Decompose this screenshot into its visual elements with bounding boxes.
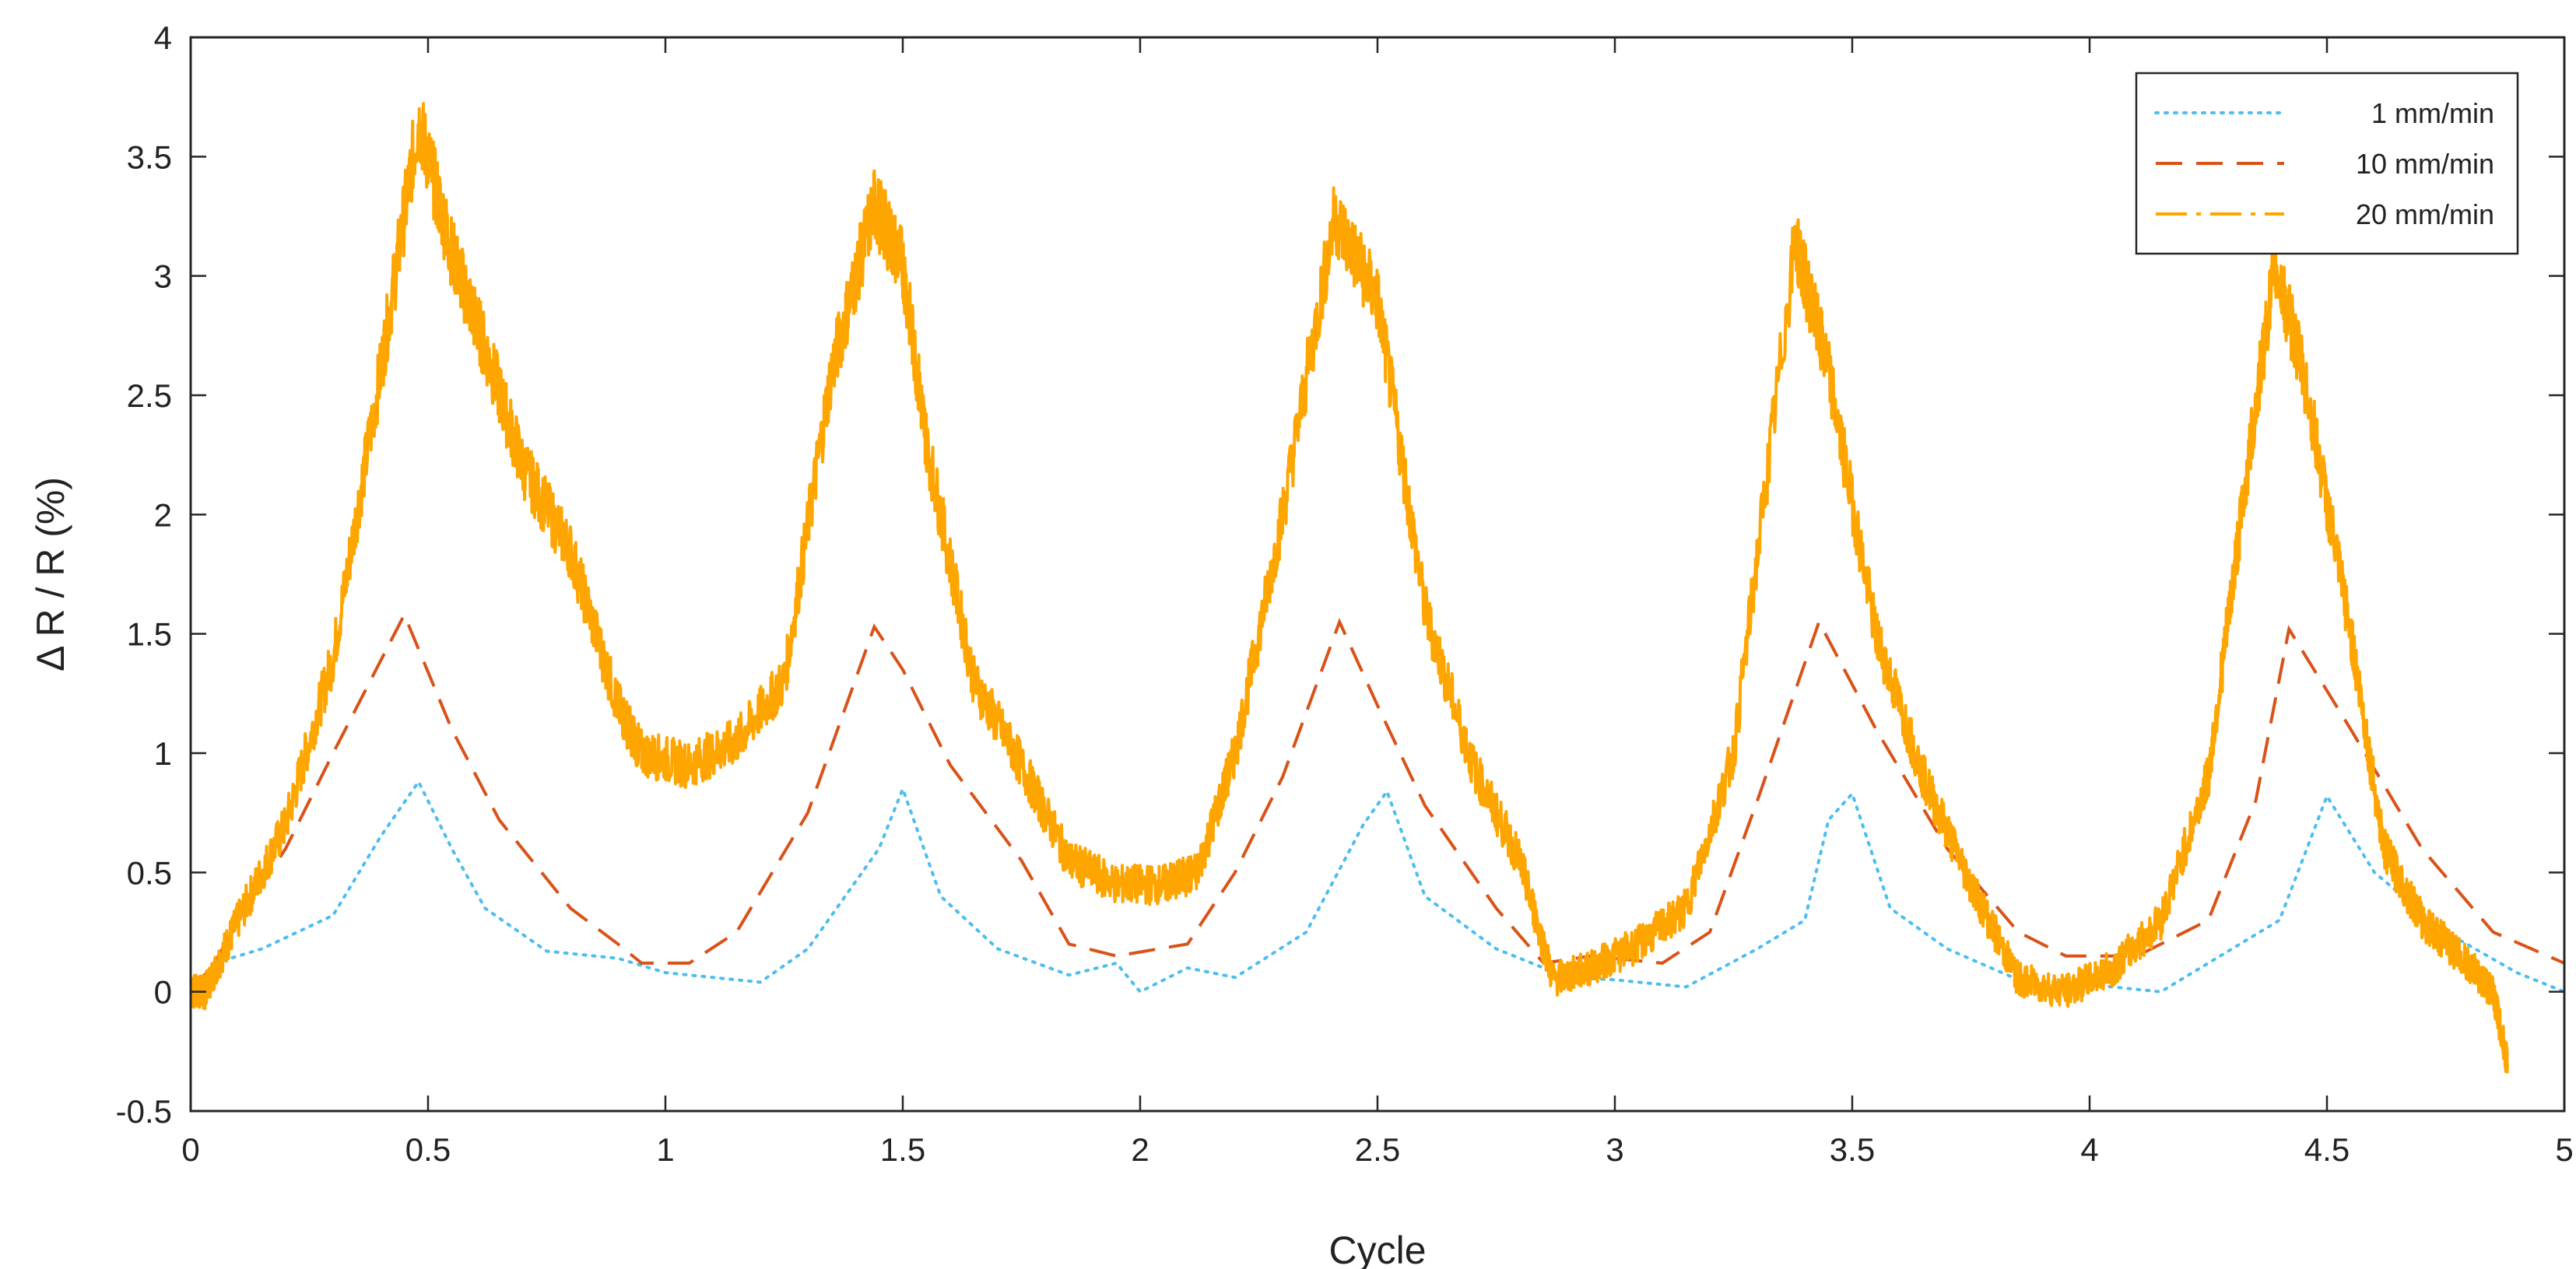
- x-tick-label: 2: [1131, 1131, 1149, 1168]
- legend-label-10-mm-min: 10 mm/min: [2356, 148, 2494, 180]
- x-tick-label: 5: [2555, 1131, 2573, 1168]
- x-tick-label: 3: [1606, 1131, 1623, 1168]
- legend: 1 mm/min 10 mm/min 20 mm/min: [2135, 72, 2519, 255]
- y-tick-label: 3.5: [127, 138, 172, 175]
- y-tick-label: 2.5: [127, 377, 172, 414]
- x-tick-label: 4: [2080, 1131, 2098, 1168]
- series-layer: [191, 102, 2564, 1074]
- y-tick-label: 3: [154, 258, 172, 295]
- x-tick-label: 1: [656, 1131, 674, 1168]
- series-line-20-mm-min: [191, 102, 2509, 1074]
- y-tick-label: 1: [154, 735, 172, 772]
- legend-label-1-mm-min: 1 mm/min: [2371, 97, 2494, 129]
- x-tick-label: 4.5: [2304, 1131, 2350, 1168]
- axis-ticks: 0 0.5 1 1.5 2 2.5 3 3.5 4 4.5 5-0.500.511.522.533.…: [116, 19, 2574, 1168]
- x-axis-title: Cycle: [1328, 1229, 1426, 1269]
- x-tick-label: 0.5: [405, 1131, 451, 1168]
- y-tick-label: 1.5: [127, 616, 172, 653]
- x-tick-label: 2.5: [1355, 1131, 1400, 1168]
- series-line-1-mm-min: [191, 778, 2564, 994]
- y-tick-label: 0: [154, 974, 172, 1011]
- y-tick-label: 0.5: [127, 854, 172, 891]
- x-tick-label: 0: [181, 1131, 199, 1168]
- x-tick-label: 3.5: [1830, 1131, 1875, 1168]
- y-tick-label: 2: [154, 496, 172, 533]
- legend-label-20-mm-min: 20 mm/min: [2356, 198, 2494, 230]
- y-tick-label: -0.5: [116, 1093, 172, 1130]
- y-axis-title: Δ R / R (%): [29, 477, 72, 671]
- x-tick-label: 1.5: [880, 1131, 925, 1168]
- y-tick-label: 4: [154, 19, 172, 56]
